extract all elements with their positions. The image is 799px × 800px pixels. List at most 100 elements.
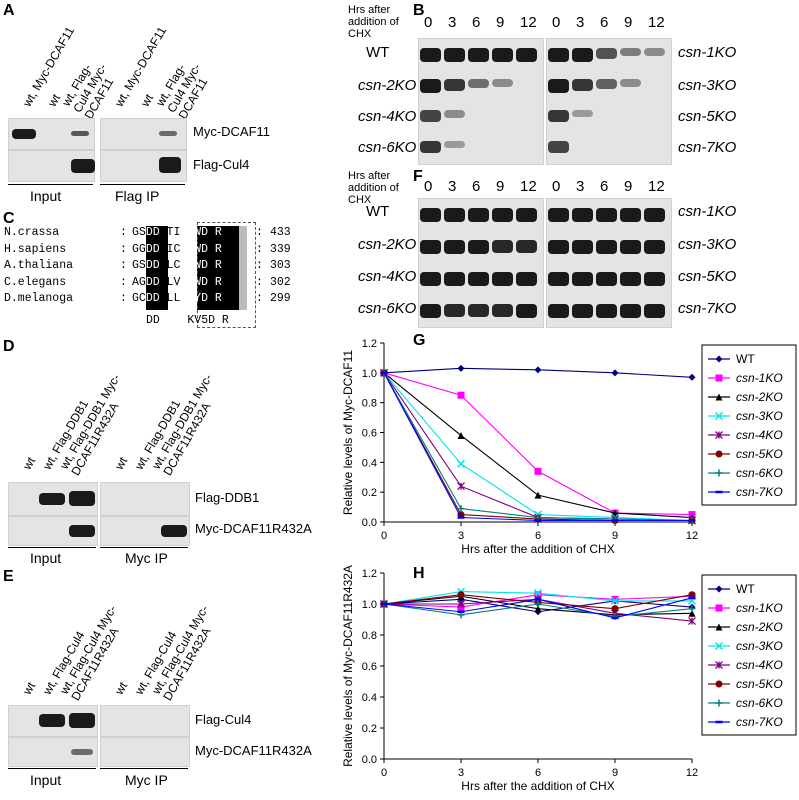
data-point [457, 391, 465, 399]
blot-band [420, 110, 441, 122]
x-axis-label: Hrs after the addition of CHX [461, 779, 614, 793]
row-label: csn-1KO [678, 44, 737, 61]
x-tick-label: 12 [686, 530, 698, 542]
data-point [610, 596, 620, 605]
blot [100, 705, 190, 737]
data-point [688, 605, 696, 613]
lane-label: wt [112, 454, 131, 472]
legend-label: csn-6KO [736, 466, 783, 480]
blot-band [596, 79, 617, 89]
data-point [715, 393, 723, 401]
y-tick-label: 0.8 [362, 630, 377, 642]
group-label: Input [30, 188, 62, 204]
blot-band [492, 272, 513, 286]
blot-band [420, 240, 441, 254]
separator: : [120, 226, 127, 239]
group-label: Input [30, 550, 62, 566]
blot-band [644, 304, 665, 318]
separator: : [256, 242, 263, 256]
blot-band [444, 48, 465, 62]
panel-label-b: B [413, 2, 425, 19]
row-label: csn-6KO [358, 300, 417, 317]
blot [100, 150, 187, 182]
row-label: WT [366, 203, 390, 220]
blot [8, 150, 95, 182]
sequence: GSDDNLCKVWDRRC [132, 259, 229, 272]
y-tick-label: 1.2 [362, 338, 377, 350]
blot [8, 516, 98, 546]
blot-band [548, 208, 569, 222]
x-tick-label: 12 [686, 767, 698, 779]
lane-label: wt [112, 679, 131, 697]
x-tick-label: 9 [612, 767, 618, 779]
series [380, 371, 696, 522]
separator: : [120, 292, 127, 305]
series [380, 368, 696, 525]
blot [8, 482, 98, 516]
blot-band [468, 304, 489, 318]
blot [100, 482, 190, 516]
blot-band [444, 79, 465, 92]
row-label: Myc-DCAF11R432A [195, 743, 312, 758]
legend-label: csn-5KO [736, 447, 783, 461]
residue-number: 299 [270, 292, 291, 305]
data-point [457, 364, 465, 372]
y-tick-label: 0.8 [362, 398, 377, 410]
y-tick-label: 1.2 [362, 568, 377, 580]
blot-band [596, 48, 617, 59]
blot-band [548, 110, 569, 123]
row-label: csn-6KO [358, 139, 417, 156]
chx-header: Hrs after addition of CHX [348, 4, 399, 40]
time-label: 6 [472, 14, 481, 31]
blot-band [620, 240, 641, 254]
y-tick-label: 0.0 [362, 517, 377, 529]
y-tick-label: 0.6 [362, 428, 377, 440]
panel-label-d: D [3, 338, 15, 355]
legend-label: csn-2KO [736, 620, 783, 634]
time-label: 0 [552, 178, 561, 195]
blot-band [596, 240, 617, 254]
data-point [715, 699, 723, 707]
blot-band [572, 304, 593, 318]
blot-band [572, 208, 593, 222]
panel-label-c: C [3, 210, 15, 227]
data-point [533, 589, 543, 598]
legend-label: WT [736, 352, 755, 366]
blot-band [516, 208, 537, 222]
legend-label: csn-7KO [736, 715, 783, 729]
legend-label: csn-3KO [736, 639, 783, 653]
legend-label: csn-2KO [736, 390, 783, 404]
x-tick-label: 0 [381, 767, 387, 779]
blot-band [420, 208, 441, 222]
blot-band [548, 240, 569, 254]
y-tick-label: 1.0 [362, 599, 377, 611]
series [380, 364, 696, 381]
data-point [534, 467, 542, 475]
lane-label: wt, Flag-Cul4 Myc-DCAF11 [59, 61, 117, 122]
data-point [688, 617, 696, 626]
time-label: 12 [648, 14, 665, 31]
blot-band [444, 304, 465, 318]
panel-label-a: A [3, 2, 15, 19]
data-point [715, 623, 723, 631]
blot [100, 516, 190, 546]
row-label: csn-4KO [358, 108, 417, 125]
data-point [715, 604, 723, 612]
data-point [611, 605, 619, 613]
blot-band [492, 304, 513, 318]
y-tick-label: 0.0 [362, 754, 377, 766]
time-label: 9 [624, 14, 633, 31]
chart-g: 0.0 0.2 0.4 0.6 0.8 1.0 1.2 0 3 6 9 12 Hrs after the… [341, 338, 797, 556]
blot-band [468, 208, 489, 222]
row-label: csn-2KO [358, 77, 417, 94]
legend-label: csn-6KO [736, 696, 783, 710]
separator: : [120, 275, 127, 289]
blot-band [420, 48, 441, 62]
panel-label-f: F [413, 168, 423, 185]
sequence: AGDDGLVKVWDKRA [132, 275, 229, 289]
blot-band [644, 240, 665, 254]
blot-band [572, 79, 593, 92]
data-point [688, 591, 696, 599]
x-tick-label: 6 [535, 530, 541, 542]
data-point [611, 595, 619, 603]
